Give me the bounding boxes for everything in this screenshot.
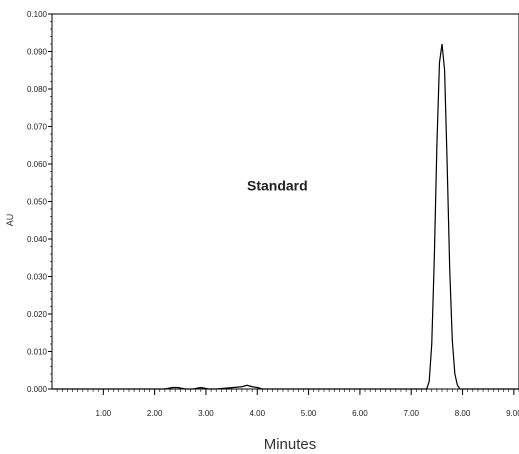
x-tick-label: 6.00 bbox=[352, 409, 368, 418]
x-tick-label: 1.00 bbox=[96, 409, 112, 418]
y-tick-label: 0.000 bbox=[27, 385, 48, 394]
y-tick-label: 0.090 bbox=[27, 48, 48, 57]
x-tick-label: 8.00 bbox=[455, 409, 471, 418]
y-axis: 0.000 0.010 0.020 0.030 0.040 0.050 0.060 0.070… bbox=[27, 10, 52, 394]
y-tick-label: 0.020 bbox=[27, 310, 48, 319]
x-tick-label: 9.00 bbox=[506, 409, 519, 418]
y-tick-label: 0.080 bbox=[27, 85, 48, 94]
x-tick-label: 4.00 bbox=[249, 409, 265, 418]
x-tick-label: 5.00 bbox=[301, 409, 317, 418]
x-axis: 1.00 2.00 3.00 4.00 5.00 6.00 7.00 8.00 9.00 bbox=[56, 389, 519, 418]
series-layer bbox=[52, 43, 519, 390]
y-tick-label: 0.070 bbox=[27, 123, 48, 132]
y-tick-label: 0.100 bbox=[27, 10, 48, 19]
y-tick-label: 0.060 bbox=[27, 160, 48, 169]
x-axis-title: Minutes bbox=[264, 436, 317, 453]
y-tick-label: 0.040 bbox=[27, 235, 48, 244]
x-tick-label: 2.00 bbox=[147, 409, 163, 418]
y-axis-title: AU bbox=[5, 214, 15, 227]
y-tick-label: 0.050 bbox=[27, 198, 48, 207]
annotation-standard: Standard bbox=[247, 177, 308, 193]
y-tick-label: 0.030 bbox=[27, 273, 48, 282]
x-tick-label: 7.00 bbox=[403, 409, 419, 418]
plot-frame bbox=[51, 13, 519, 390]
y-tick-label: 0.010 bbox=[27, 348, 48, 357]
series-line-0 bbox=[52, 43, 519, 390]
x-tick-label: 3.00 bbox=[198, 409, 214, 418]
